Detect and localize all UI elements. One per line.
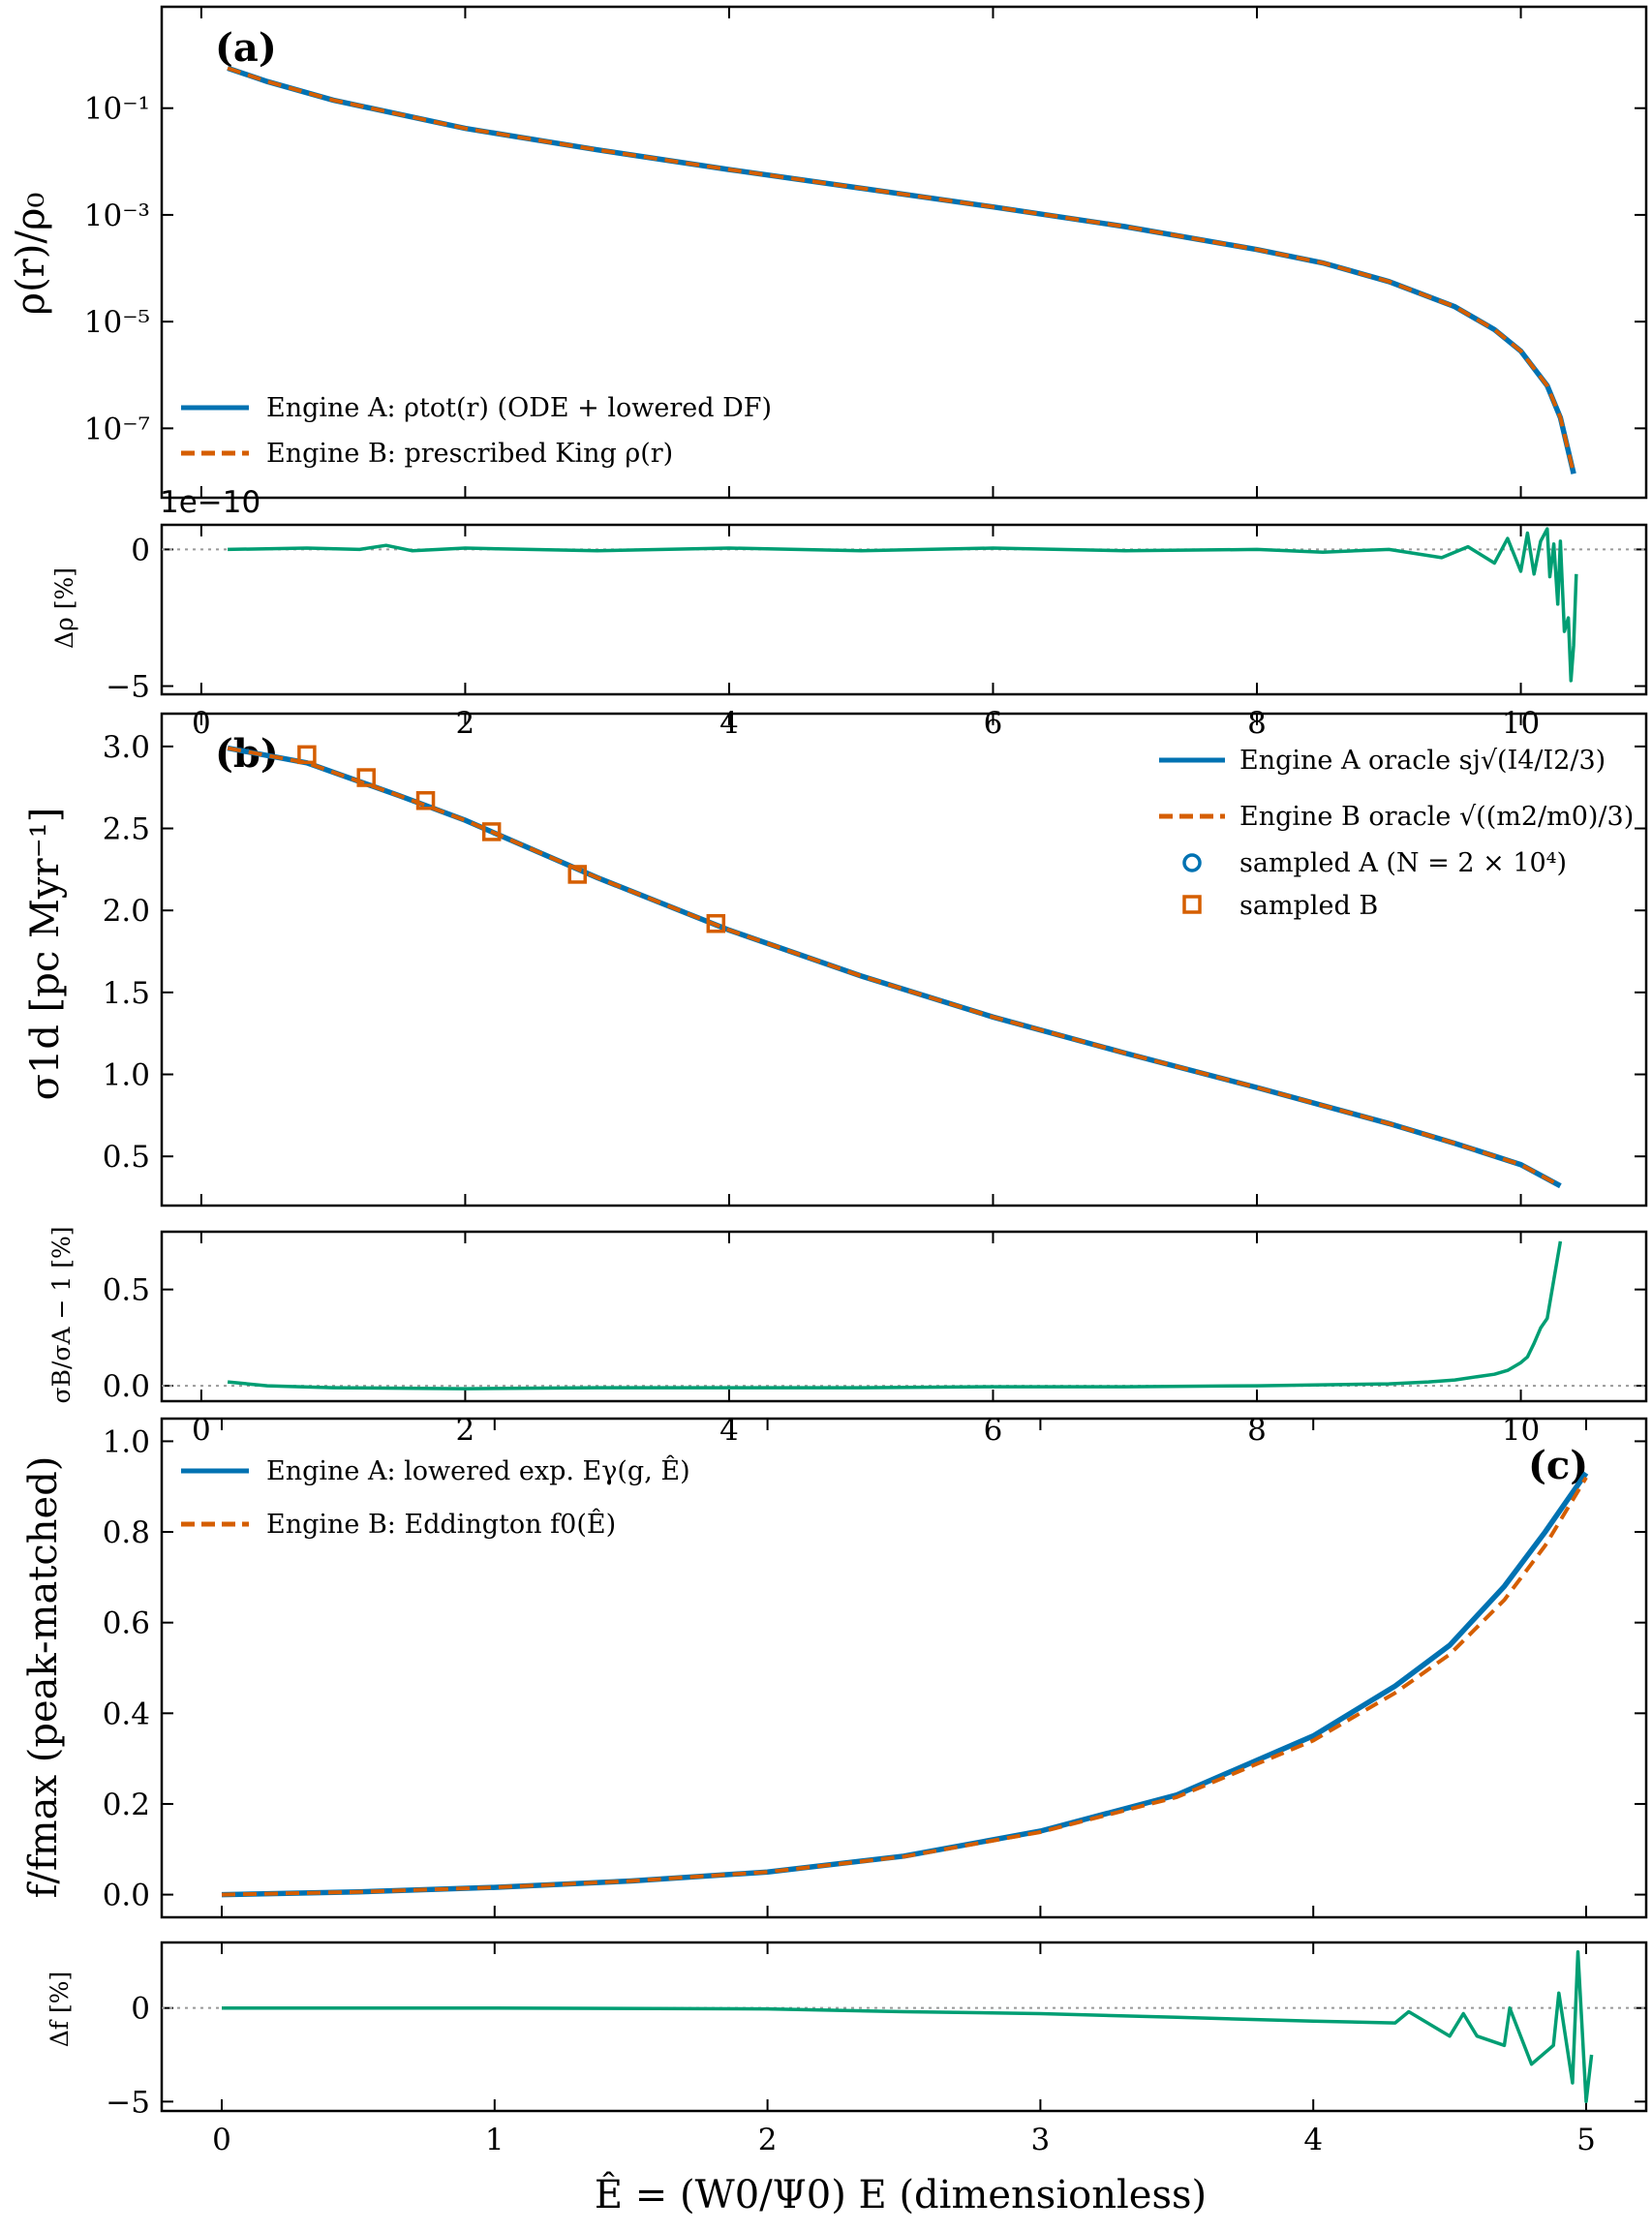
legend-c-engine-a-label: Engine A: lowered exp. Eγ(g, Ê) — [266, 1454, 690, 1486]
panel-c-ytick-label: 0.4 — [103, 1697, 150, 1731]
panel-a-engine-b-series — [227, 66, 1576, 474]
legend-b-engine-b-label: Engine B oracle √((m2/m0)/3) — [1239, 802, 1634, 832]
panel-c-ytick-label: 0.2 — [103, 1788, 150, 1822]
panel-b-residual: σB/σA − 1 [%] 0 2 4 6 8 100.00.5 — [47, 1227, 1648, 1448]
panel-c-residual-xtick-label: 5 — [1576, 2123, 1596, 2157]
legend-b-sampled-a-marker — [1182, 853, 1202, 872]
panel-b-ytick-label: 2.5 — [103, 812, 150, 847]
panel-a-residual-ytick-label: −5 — [106, 670, 150, 705]
panel-c-engine-a-series — [221, 1471, 1589, 1898]
panel-b-sampled-b-point — [481, 822, 502, 841]
panel-c-frame — [160, 1417, 1648, 1919]
panel-c: (c) f/fmax (peak-matched) Engine A: lowe… — [21, 1417, 1648, 1919]
panel-c-residual-frame — [160, 1941, 1648, 2113]
panel-b-residual-xtick-label: 2 — [456, 1413, 475, 1448]
legend-b-sampled-a-label: sampled A (N = 2 × 10⁴) — [1239, 848, 1567, 878]
panel-b-sampled-b-point — [297, 745, 317, 765]
panel-b-ytick-label: 2.0 — [103, 894, 150, 929]
panel-b-residual-xtick-label: 6 — [984, 1413, 1003, 1448]
panel-b-residual-xtick-label: 0 — [192, 1413, 211, 1448]
panel-c-residual-ytick-label: 0 — [131, 1992, 150, 2027]
panel-b-residual-ylabel: σB/σA − 1 [%] — [47, 1227, 76, 1404]
panel-c-ytick-label: 0.8 — [103, 1515, 150, 1550]
panel-b-residual-xtick-label: 8 — [1247, 1413, 1267, 1448]
legend-b-sampled-b-marker — [1182, 895, 1202, 914]
panel-b-sampled-b-point — [706, 913, 726, 933]
panel-a-residual-residual-series — [228, 527, 1578, 683]
panel-a-ylabel: ρ(r)/ρ₀ — [9, 193, 53, 316]
panel-b-ytick-label: 1.0 — [103, 1058, 150, 1093]
legend-b-sampled-b-label: sampled B — [1239, 891, 1378, 921]
legend-a-engine-b-label: Engine B: prescribed King ρ(r) — [266, 439, 673, 469]
panel-c-residual-xtick-label: 4 — [1303, 2123, 1323, 2157]
panel-a-residual-frame — [160, 523, 1648, 696]
panel-c-ytick-label: 1.0 — [103, 1424, 150, 1459]
panel-b-residual-ytick-label: 0.0 — [103, 1369, 150, 1404]
panel-a-tag: (a) — [215, 25, 277, 71]
legend-b-engine-a-label: Engine A oracle sj√(I4/I2/3) — [1239, 746, 1606, 776]
panel-b-residual-ytick-label: 0.5 — [103, 1273, 150, 1308]
panel-a: (a) ρ(r)/ρ₀ Engine A: ρtot(r) (ODE + low… — [9, 5, 1648, 500]
panel-a-frame — [160, 5, 1648, 500]
panel-c-ytick-label: 0.0 — [103, 1879, 150, 1913]
panel-b-ytick-label: 0.5 — [103, 1140, 150, 1175]
panel-b: (b) σ1d [pc Myr⁻¹] Engine A oracle sj√(I… — [23, 712, 1648, 1208]
panel-c-engine-b-series — [221, 1476, 1588, 1897]
panel-b-residual-xtick-label: 4 — [719, 1413, 739, 1448]
panel-c-legend: Engine A: lowered exp. Eγ(g, Ê) Engine B… — [181, 1454, 690, 1540]
panel-c-residual-ytick-label: −5 — [106, 2085, 150, 2120]
panel-c-residual-xtick-label: 3 — [1031, 2123, 1051, 2157]
panel-c-ylabel: f/fmax (peak-matched) — [21, 1456, 66, 1899]
panel-a-residual-ylabel: Δρ [%] — [50, 567, 78, 649]
panel-a-residual-ytick-label: 0 — [131, 533, 150, 567]
panel-b-engine-b-series — [227, 746, 1562, 1188]
legend-c-engine-b-label: Engine B: Eddington f0(Ê) — [266, 1508, 616, 1540]
panel-b-residual-residual-series — [227, 1240, 1563, 1391]
panel-a-ytick-label: 10⁻⁷ — [84, 412, 150, 446]
panel-b-sampled-b-point — [356, 768, 376, 787]
panel-c-residual-xtick-label: 0 — [212, 2123, 231, 2157]
panel-c-ytick-label: 0.6 — [103, 1606, 150, 1641]
panel-b-ytick-label: 3.0 — [103, 730, 150, 765]
panel-c-residual: Δf [%] Ê = (W0/Ψ0) E (dimensionless) 0 1 2… — [46, 1941, 1648, 2217]
panel-c-residual-xtick-label: 2 — [758, 2123, 778, 2157]
panel-b-sampled-b-point — [415, 790, 436, 810]
panel-c-residual-ylabel: Δf [%] — [46, 1972, 74, 2048]
panel-c-residual-residual-series — [222, 1949, 1594, 2104]
legend-a-engine-a-label: Engine A: ρtot(r) (ODE + lowered DF) — [266, 393, 772, 423]
panel-c-residual-xlabel: Ê = (W0/Ψ0) E (dimensionless) — [595, 2172, 1207, 2217]
panel-a-residual-offset: 1e−10 — [160, 485, 260, 520]
panel-a-residual: 1e−10 Δρ [%] 0 2 4 6 8 100−5 — [50, 485, 1648, 741]
panel-c-residual-xtick-label: 1 — [485, 2123, 505, 2157]
panel-b-ylabel: σ1d [pc Myr⁻¹] — [23, 808, 68, 1101]
panel-b-residual-frame — [160, 1230, 1648, 1403]
panel-a-ytick-label: 10⁻³ — [84, 199, 150, 233]
panel-b-ytick-label: 1.5 — [103, 976, 150, 1011]
panel-a-legend: Engine A: ρtot(r) (ODE + lowered DF) Eng… — [181, 393, 772, 469]
panel-a-ytick-label: 10⁻¹ — [84, 92, 150, 127]
panel-b-legend: Engine A oracle sj√(I4/I2/3) Engine B or… — [1159, 746, 1634, 921]
panel-b-sampled-b-point — [567, 865, 587, 884]
panel-b-frame — [160, 712, 1648, 1208]
panel-a-ytick-label: 10⁻⁵ — [84, 305, 150, 340]
